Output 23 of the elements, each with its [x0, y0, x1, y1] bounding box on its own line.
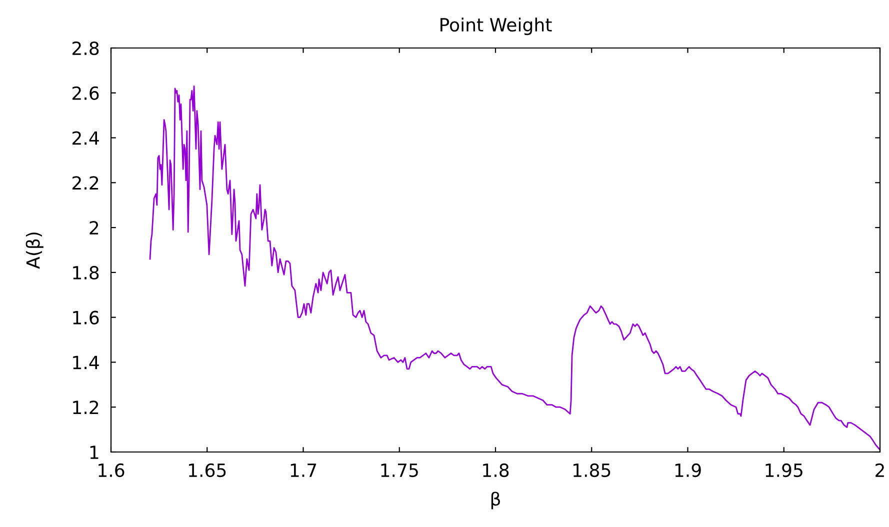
y-tick-label: 1.4: [73, 356, 99, 370]
y-tick-label: 1: [90, 446, 98, 459]
x-tick-label: 1.8: [483, 463, 509, 478]
y-tick-label: 2.8: [72, 41, 99, 56]
x-tick-label: 1.7: [290, 464, 316, 477]
y-tick-label: 1.2: [73, 400, 98, 414]
x-tick-label: 2: [876, 463, 884, 477]
x-tick-label: 1.65: [189, 463, 226, 478]
y-tick-label: 1.8: [73, 266, 99, 280]
x-tick-label: 1.6: [98, 463, 124, 478]
y-tick-label: 2.6: [72, 86, 99, 100]
y-tick-label: 2.4: [72, 131, 99, 145]
x-tick-label: 1.85: [574, 463, 610, 478]
chart-title: Point Weight: [440, 18, 552, 36]
x-tick-label: 1.75: [381, 464, 418, 478]
x-tick-label: 1.9: [675, 463, 701, 478]
y-tick-label: 2.2: [72, 176, 98, 190]
y-tick-label: 2: [90, 221, 98, 234]
x-tick-label: 1.95: [766, 463, 802, 478]
line-series: [149, 85, 880, 450]
x-axis-title: β: [491, 492, 500, 510]
y-axis-title: A(β): [26, 232, 44, 269]
y-tick-label: 1.6: [73, 310, 99, 324]
